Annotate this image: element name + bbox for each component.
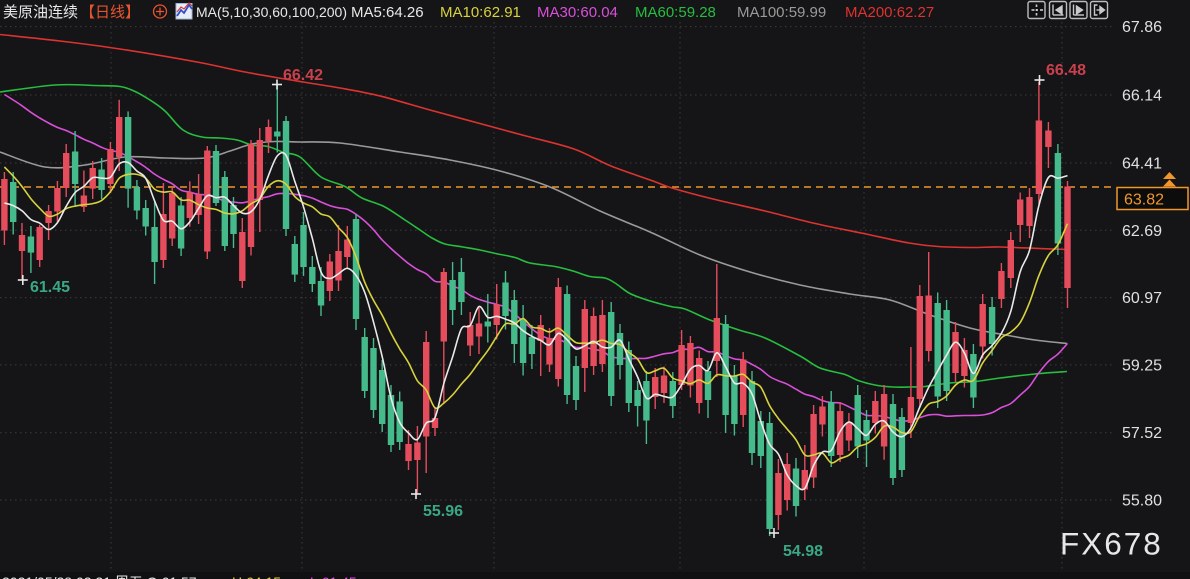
svg-text:57.52: 57.52 [1122, 425, 1162, 442]
svg-text:MA30:60.04: MA30:60.04 [537, 4, 618, 21]
svg-text:MA200:62.27: MA200:62.27 [845, 4, 934, 21]
svg-text:66.14: 66.14 [1122, 88, 1162, 105]
svg-text:54.98: 54.98 [783, 543, 823, 560]
svg-text:66.48: 66.48 [1046, 62, 1086, 79]
svg-text:66.42: 66.42 [283, 67, 323, 84]
svg-text:FX678: FX678 [1060, 526, 1163, 562]
svg-text:MA(5,10,30,60,100,200): MA(5,10,30,60,100,200) [196, 4, 347, 20]
svg-text:L:61.45: L:61.45 [310, 574, 357, 579]
svg-text:H:64.15: H:64.15 [232, 574, 281, 579]
svg-text:59.25: 59.25 [1122, 357, 1162, 374]
svg-text:60.97: 60.97 [1122, 290, 1162, 307]
svg-text:美原油连续: 美原油连续 [3, 4, 78, 21]
svg-text:MA100:59.99: MA100:59.99 [737, 4, 826, 21]
svg-text:67.86: 67.86 [1122, 19, 1162, 36]
svg-text:MA5:64.26: MA5:64.26 [351, 4, 424, 21]
svg-text:61.45: 61.45 [30, 279, 70, 296]
svg-text:55.96: 55.96 [423, 503, 463, 520]
svg-text:64.41: 64.41 [1122, 156, 1162, 173]
svg-text:62.69: 62.69 [1122, 223, 1162, 240]
svg-text:55.80: 55.80 [1122, 493, 1162, 510]
svg-text:2021/05/28 02:21 周五 O:61.57: 2021/05/28 02:21 周五 O:61.57 [2, 574, 197, 579]
svg-text:63.82: 63.82 [1124, 192, 1164, 209]
svg-text:【日线】: 【日线】 [80, 4, 140, 21]
svg-text:MA10:62.91: MA10:62.91 [440, 4, 521, 21]
svg-text:MA60:59.28: MA60:59.28 [635, 4, 716, 21]
